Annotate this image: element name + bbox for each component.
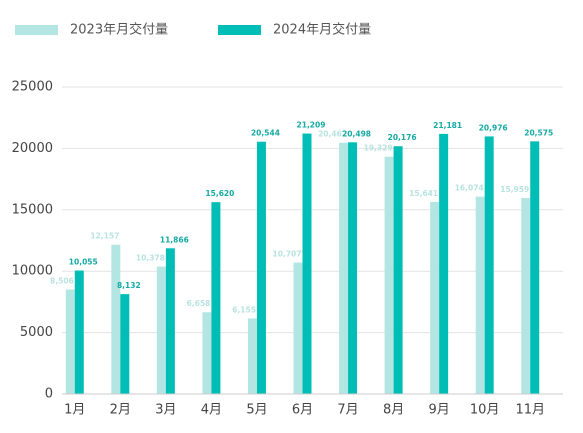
bar bbox=[475, 196, 485, 394]
bar bbox=[384, 156, 394, 394]
value-label: 20,176 bbox=[388, 133, 417, 142]
bar bbox=[211, 202, 221, 394]
value-label: 10,378 bbox=[136, 254, 165, 263]
value-label: 10,055 bbox=[69, 258, 98, 267]
bar bbox=[302, 133, 312, 395]
y-tick-label: 0 bbox=[45, 387, 53, 402]
x-tick-label: 5月 bbox=[246, 403, 267, 418]
bar bbox=[339, 142, 349, 394]
value-label: 21,181 bbox=[433, 121, 462, 130]
value-label: 10,707 bbox=[273, 250, 302, 259]
bar bbox=[120, 294, 130, 394]
value-label: 8,506 bbox=[50, 277, 74, 286]
x-tick-label: 9月 bbox=[428, 403, 449, 418]
value-label: 6,155 bbox=[232, 305, 256, 314]
value-label: 11,866 bbox=[160, 235, 189, 244]
bar bbox=[156, 266, 166, 394]
value-label: 15,620 bbox=[205, 189, 234, 198]
bar bbox=[165, 248, 175, 394]
y-tick-label: 15000 bbox=[12, 202, 53, 217]
bar bbox=[111, 244, 121, 394]
value-label: 19,329 bbox=[364, 144, 393, 153]
value-label: 15,641 bbox=[409, 189, 438, 198]
value-label: 6,658 bbox=[187, 299, 211, 308]
x-tick-label: 6月 bbox=[292, 403, 313, 418]
bar bbox=[348, 142, 358, 394]
value-label: 12,157 bbox=[90, 232, 119, 241]
bar bbox=[74, 270, 84, 394]
value-label: 20,498 bbox=[342, 129, 371, 138]
y-tick-label: 20000 bbox=[12, 141, 53, 156]
bar bbox=[521, 198, 531, 394]
x-tick-label: 8月 bbox=[383, 403, 404, 418]
legend-label: 2024年月交付量 bbox=[273, 22, 371, 38]
x-tick-label: 10月 bbox=[470, 403, 500, 418]
legend-label: 2023年月交付量 bbox=[70, 22, 168, 38]
value-label: 21,209 bbox=[297, 121, 326, 130]
x-tick-label: 2月 bbox=[110, 403, 131, 418]
x-tick-label: 3月 bbox=[155, 403, 176, 418]
y-tick-label: 10000 bbox=[12, 264, 53, 279]
value-label: 20,462 bbox=[318, 130, 347, 139]
bar bbox=[439, 133, 449, 394]
x-tick-label: 4月 bbox=[201, 403, 222, 418]
value-label: 8,132 bbox=[117, 281, 141, 290]
bar bbox=[393, 146, 403, 394]
value-label: 20,544 bbox=[251, 129, 280, 138]
x-tick-label: 1月 bbox=[64, 403, 85, 418]
bar bbox=[256, 141, 266, 394]
x-tick-label: 11月 bbox=[515, 403, 545, 418]
bar bbox=[530, 141, 540, 394]
value-label: 15,959 bbox=[500, 185, 529, 194]
bar bbox=[247, 318, 257, 394]
value-label: 16,074 bbox=[455, 184, 484, 193]
y-tick-label: 5000 bbox=[20, 325, 53, 340]
bar bbox=[202, 312, 212, 394]
y-tick-label: 25000 bbox=[12, 80, 53, 95]
legend-swatch bbox=[218, 25, 261, 35]
value-label: 20,575 bbox=[524, 128, 553, 137]
bar bbox=[65, 289, 75, 394]
bar bbox=[293, 262, 303, 394]
value-label: 20,976 bbox=[479, 123, 508, 132]
bar bbox=[484, 136, 494, 394]
x-tick-label: 7月 bbox=[337, 403, 358, 418]
legend-swatch bbox=[15, 25, 58, 35]
bar bbox=[430, 201, 440, 394]
